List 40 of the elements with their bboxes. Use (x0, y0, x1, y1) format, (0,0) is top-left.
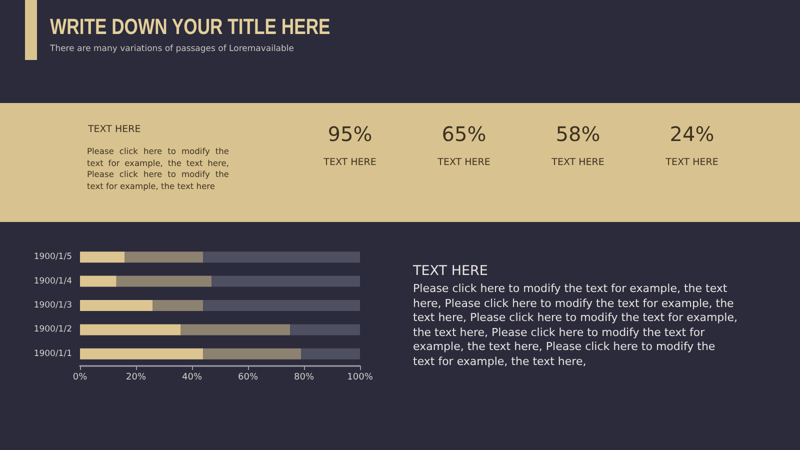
bar (203, 252, 360, 263)
text: 58% (554, 121, 602, 147)
text: WRITE DOWN YOUR TITLE HERE (50, 14, 330, 40)
text: TEXT HERE (322, 157, 378, 169)
text: Please click here to modify the text for example, the text here, Please click here to modify the text for example, the text here (87, 146, 229, 192)
x-tick-label: 40% (182, 372, 202, 382)
bar (80, 324, 181, 336)
text: TEXT HERE (550, 157, 606, 169)
x-tick-label: 60% (238, 372, 258, 382)
bar (80, 276, 116, 287)
bar (80, 252, 125, 263)
bar (152, 300, 204, 311)
text: TEXT HERE (88, 124, 141, 136)
bar (203, 300, 360, 311)
bar (212, 276, 360, 287)
text: TEXT HERE (436, 157, 492, 169)
text: 95% (326, 121, 374, 147)
text: TEXT HERE (664, 157, 720, 169)
y-tick-label: 1900/1/4 (34, 276, 72, 286)
x-tick-label: 20% (126, 372, 146, 382)
bar (116, 276, 212, 287)
text: 24% (668, 121, 716, 147)
x-tick-label: 80% (294, 372, 314, 382)
x-tick-label: 0% (72, 372, 88, 382)
y-tick-label: 1900/1/1 (34, 348, 72, 359)
bar (180, 324, 290, 336)
bar (124, 252, 204, 263)
bar (80, 348, 204, 360)
bar (203, 348, 302, 360)
text: There are many variations of passages of Loremavailable (50, 44, 294, 55)
bar (290, 324, 360, 336)
text: TEXT HERE (413, 263, 489, 280)
text: Please click here to modify the text for example, the text here, Please click here to modify the text for example, the text here, Please click here to modify the text for example, the text here, Please click here to modify the text for example, the text here, Please click here to modify the text for example, the text here, (413, 282, 738, 369)
text: 65% (440, 121, 488, 147)
y-tick-label: 1900/1/2 (34, 324, 72, 335)
x-tick-label: 100% (347, 372, 374, 382)
bar (80, 300, 153, 311)
y-tick-label: 1900/1/5 (34, 252, 72, 262)
bar (301, 348, 360, 360)
y-tick-label: 1900/1/3 (34, 300, 72, 310)
